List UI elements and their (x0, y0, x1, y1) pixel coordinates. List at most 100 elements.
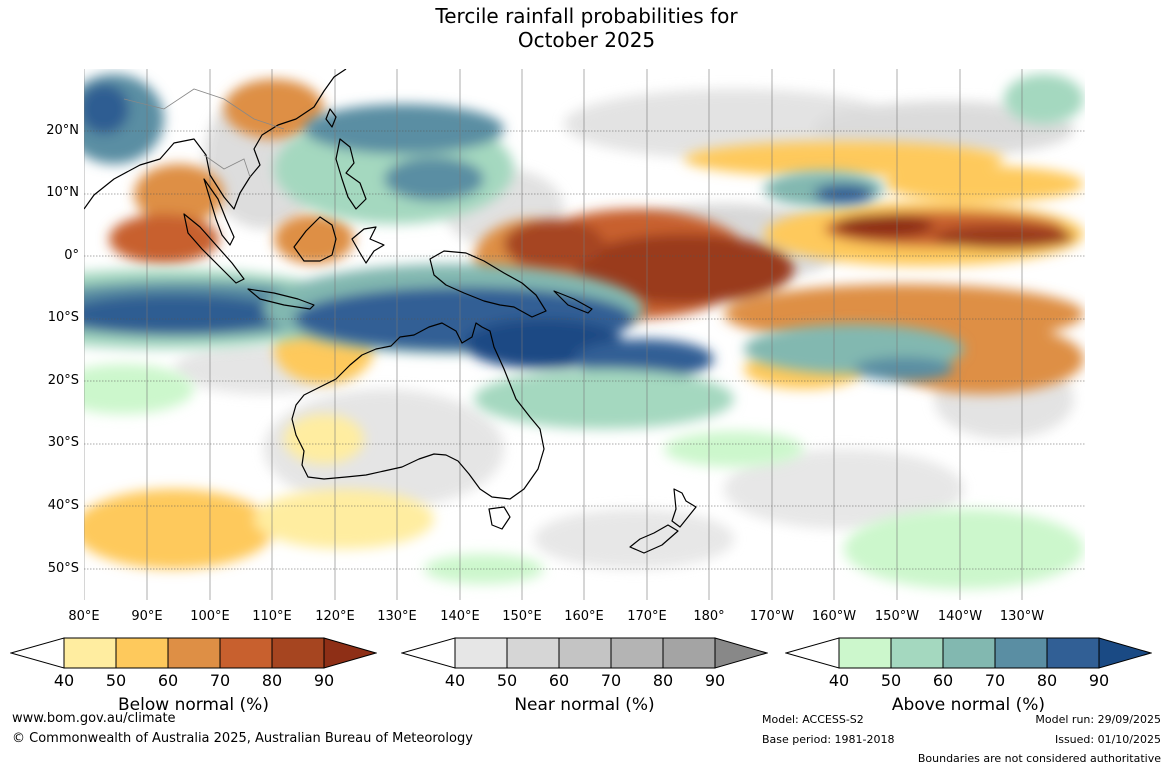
lat-label: 10°S (47, 310, 79, 325)
lat-label: 20°N (46, 123, 79, 138)
lon-label: 140°W (937, 609, 983, 624)
lon-label: 110°E (252, 609, 292, 624)
colorbar-segment (942, 637, 996, 669)
tick-label: 60 (548, 671, 570, 690)
sulawesi-coastline (351, 226, 385, 264)
lon-label: 180° (693, 609, 725, 624)
colorbar-segment (610, 637, 664, 669)
tick-label: 50 (880, 671, 902, 690)
tick-label: 90 (313, 671, 335, 690)
tick-label: 90 (704, 671, 726, 690)
java-coastline (247, 288, 315, 310)
tick-label: 80 (652, 671, 674, 690)
meridians (84, 69, 1023, 600)
legend-title: Near normal (%) (514, 695, 655, 715)
colorbar-above-normal (785, 637, 1152, 669)
colorbar-low-tip (10, 637, 65, 669)
colorbar-near-normal (401, 637, 768, 669)
colorbar-segment (506, 637, 560, 669)
colorbar-segment (271, 637, 325, 669)
colorbar-segment (1046, 637, 1100, 669)
lat-label: 10°N (46, 185, 79, 200)
issued-date: Issued: 01/10/2025 (1054, 733, 1161, 746)
lon-label: 120°E (315, 609, 355, 624)
website-link[interactable]: www.bom.gov.au/climate (12, 711, 176, 726)
tick-label: 70 (984, 671, 1006, 690)
lon-label: 130°E (377, 609, 417, 624)
rainfall-probability-map (84, 69, 1085, 600)
taiwan-coastline (325, 108, 337, 128)
colorbar-segment (838, 637, 892, 669)
new-zealand-south-coastline (629, 524, 679, 554)
colorbar-segment (219, 637, 273, 669)
australia-coastline (291, 322, 545, 500)
lat-label: 40°S (47, 498, 79, 513)
title-line-2: October 2025 (517, 28, 656, 52)
lon-label: 150°W (874, 609, 920, 624)
colorbar-low-tip (401, 637, 456, 669)
colorbar-segment (994, 637, 1048, 669)
lon-label: 130°W (999, 609, 1045, 624)
tick-label: 80 (261, 671, 283, 690)
country-borders (123, 88, 285, 178)
legend-below-normal: 40 50 60 70 80 90 Below normal (%) (10, 637, 377, 715)
colorbar-segment (454, 637, 508, 669)
model-run-date: Model run: 29/09/2025 (1035, 713, 1161, 726)
lon-label: 100°E (190, 609, 230, 624)
new-guinea-coastline (429, 250, 547, 318)
legend-title: Below normal (%) (118, 695, 269, 715)
lon-label: 140°E (440, 609, 480, 624)
malay-peninsula-coastline (203, 178, 235, 246)
tick-label: 40 (53, 671, 75, 690)
solomon-islands-coastline (553, 290, 593, 314)
new-zealand-north-coastline (671, 488, 697, 528)
colorbar-segment (558, 637, 612, 669)
graticule (84, 130, 1085, 570)
tick-label: 50 (105, 671, 127, 690)
colorbar-segment (662, 637, 716, 669)
legend-above-normal: 40 50 60 70 80 90 Above normal (%) (785, 637, 1152, 715)
lon-label: 150°E (502, 609, 542, 624)
tick-label: 50 (496, 671, 518, 690)
tick-label: 60 (157, 671, 179, 690)
philippines-coastline (335, 138, 367, 210)
base-period: Base period: 1981-2018 (762, 733, 895, 746)
tick-label: 40 (828, 671, 850, 690)
lat-label: 50°S (47, 561, 79, 576)
tick-label: 70 (209, 671, 231, 690)
lon-label: 160°W (811, 609, 857, 624)
lat-label: 0° (64, 248, 79, 263)
coastlines (84, 69, 697, 554)
tick-label: 60 (932, 671, 954, 690)
lon-label: 80°E (68, 609, 100, 624)
lon-label: 170°E (627, 609, 667, 624)
boundaries-disclaimer: Boundaries are not considered authoritat… (917, 752, 1161, 765)
colorbar-low-tip (785, 637, 840, 669)
lon-label: 90°E (131, 609, 163, 624)
colorbar-high-tip (323, 637, 377, 669)
tick-label: 80 (1036, 671, 1058, 690)
tick-label: 40 (444, 671, 466, 690)
lat-label: 20°S (47, 373, 79, 388)
colorbar-segment (167, 637, 221, 669)
tick-label: 90 (1088, 671, 1110, 690)
tasmania-coastline (488, 506, 511, 530)
tick-label: 70 (600, 671, 622, 690)
colorbar-high-tip (714, 637, 768, 669)
colorbar-segment (63, 637, 117, 669)
sumatra-coastline (183, 213, 245, 284)
colorbar-segment (115, 637, 169, 669)
colorbar-high-tip (1098, 637, 1152, 669)
colorbar-segment (890, 637, 944, 669)
title-line-1: Tercile rainfall probabilities for (435, 4, 738, 28)
chart-title: Tercile rainfall probabilities for Octob… (0, 4, 1173, 52)
lat-label: 30°S (47, 435, 79, 450)
legend-near-normal: 40 50 60 70 80 90 Near normal (%) (401, 637, 768, 715)
legend-title: Above normal (%) (891, 695, 1046, 715)
copyright-notice: © Commonwealth of Australia 2025, Austra… (12, 731, 473, 746)
colorbar-below-normal (10, 637, 377, 669)
asia-mainland-coastline (84, 69, 347, 210)
lon-label: 170°W (749, 609, 795, 624)
lon-label: 160°E (564, 609, 604, 624)
borneo-coastline (293, 216, 337, 262)
